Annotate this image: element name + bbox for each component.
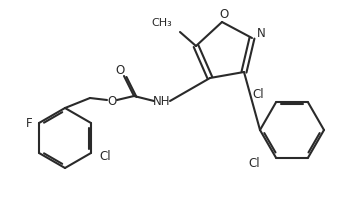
Text: F: F <box>26 117 32 130</box>
Text: Cl: Cl <box>99 151 111 164</box>
Text: N: N <box>257 27 265 40</box>
Text: O: O <box>108 95 117 108</box>
Text: Cl: Cl <box>252 88 264 101</box>
Text: NH: NH <box>153 95 171 108</box>
Text: O: O <box>219 7 229 21</box>
Text: CH₃: CH₃ <box>151 18 172 28</box>
Text: O: O <box>115 63 125 76</box>
Text: Cl: Cl <box>248 157 260 170</box>
